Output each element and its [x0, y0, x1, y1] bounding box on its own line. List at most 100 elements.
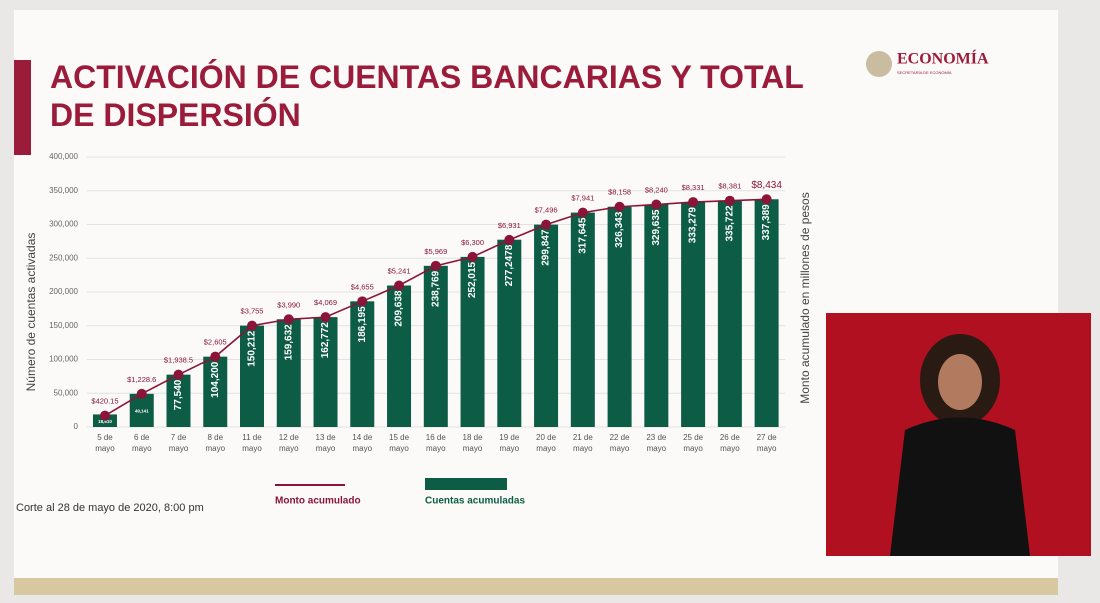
logo-subtitle: SECRETARÍA DE ECONOMÍA — [897, 70, 952, 75]
title-box: ACTIVACIÓN DE CUENTAS BANCARIAS Y TOTAL … — [50, 59, 804, 133]
line-point — [541, 219, 552, 230]
bar — [497, 239, 522, 427]
line-point — [467, 251, 478, 262]
line-value-label: $1,938.5 — [164, 356, 193, 365]
line-point — [651, 199, 662, 210]
interpreter-body — [890, 417, 1030, 556]
bar-value-label: 77,540 — [173, 379, 184, 410]
footnote: Corte al 28 de mayo de 2020, 8:00 pm — [16, 502, 204, 514]
bar — [717, 200, 742, 427]
x-tick-label: 25 de mayo — [683, 433, 704, 453]
line-value-label: $8,331 — [682, 183, 705, 192]
bar-value-label: 150,212 — [247, 330, 258, 367]
y-tick-label: 200,000 — [49, 287, 78, 296]
y-tick-label: 400,000 — [49, 152, 78, 161]
y-tick-label: 0 — [74, 422, 79, 431]
bar — [240, 325, 265, 427]
bar-value-label: 326,343 — [614, 211, 625, 248]
line-point — [247, 320, 258, 331]
logo-emblem — [866, 51, 892, 77]
x-tick-label: 14 de mayo — [352, 433, 373, 453]
x-tick-label: 13 de mayo — [316, 433, 337, 453]
bar-value-label: 104,200 — [210, 361, 221, 398]
legend-swatch — [425, 478, 507, 490]
line-value-label: $8,434 — [751, 180, 782, 191]
bar-value-label: 159,632 — [283, 324, 294, 361]
bar — [276, 319, 301, 427]
bar — [570, 212, 595, 427]
bar — [460, 256, 485, 427]
x-tick-label: 15 de mayo — [389, 433, 410, 453]
y2-axis-label: Monto acumulado en millones de pesos — [798, 192, 812, 403]
title-accent — [14, 60, 31, 155]
chart-title: ACTIVACIÓN DE CUENTAS BANCARIAS Y TOTAL … — [50, 59, 804, 133]
interpreter-face — [938, 354, 982, 410]
bar — [203, 356, 228, 427]
x-tick-label: 16 de mayo — [426, 433, 447, 453]
line-point — [320, 312, 331, 323]
x-tick-label: 27 de mayo — [757, 433, 778, 453]
x-tick-label: 8 de mayo — [205, 433, 225, 453]
line-point — [577, 207, 588, 218]
line-point — [504, 234, 515, 245]
line-value-label: $7,941 — [571, 194, 594, 203]
x-tick-label: 11 de mayo — [242, 433, 262, 453]
x-tick-label: 21 de mayo — [573, 433, 594, 453]
legend-label: Monto acumulado — [275, 496, 361, 507]
y-tick-label: 250,000 — [49, 253, 78, 262]
bar — [423, 265, 448, 427]
line-value-label: $3,990 — [277, 300, 300, 309]
x-tick-label: 19 de mayo — [499, 433, 520, 453]
bar-value-label: 209,638 — [394, 290, 405, 327]
bar-value-label: 299,847 — [541, 229, 552, 266]
line-value-label: $6,931 — [498, 221, 521, 230]
bar — [313, 317, 338, 427]
bar-value-label: 333,279 — [688, 207, 699, 244]
bar — [534, 224, 559, 427]
line-value-label: $1,228.6 — [127, 375, 156, 384]
x-tick-label: 22 de mayo — [610, 433, 631, 453]
bar — [681, 202, 706, 427]
bar-value-label: 162,772 — [320, 322, 331, 359]
bar — [607, 206, 632, 427]
line-point — [210, 351, 221, 362]
bar — [754, 199, 779, 427]
bar — [166, 374, 191, 427]
x-tick-label: 26 de mayo — [720, 433, 741, 453]
bar-value-label: 277,2478 — [504, 244, 515, 286]
bar-value-label: 49,141 — [135, 409, 149, 414]
bar — [644, 204, 669, 427]
y-tick-label: 100,000 — [49, 355, 78, 364]
bar-value-label: 329,635 — [651, 209, 662, 246]
bar-value-label: 186,195 — [357, 306, 368, 343]
y-tick-label: 300,000 — [49, 220, 78, 229]
line-value-label: $8,381 — [718, 182, 741, 191]
bottom-strip — [14, 578, 1058, 595]
x-tick-label: 6 de mayo — [132, 433, 152, 453]
y-axis-label: Número de cuentas activadas — [24, 233, 38, 392]
line-value-label: $420.15 — [91, 397, 118, 406]
line-point — [761, 194, 772, 205]
line-point — [688, 197, 699, 208]
x-tick-label: 18 de mayo — [463, 433, 484, 453]
y-tick-label: 50,000 — [54, 388, 79, 397]
x-tick-label: 7 de mayo — [169, 433, 189, 453]
bar-value-label: 18,610 — [98, 419, 112, 424]
line-value-label: $6,300 — [461, 238, 484, 247]
line-point — [357, 296, 368, 307]
line-value-label: $2,605 — [204, 338, 227, 347]
line-point — [430, 260, 441, 271]
logo-title: ECONOMÍA — [897, 49, 989, 68]
bar-value-label: 317,645 — [577, 217, 588, 254]
bar-value-label: 238,769 — [430, 270, 441, 307]
legend-label: Cuentas acumuladas — [425, 496, 525, 507]
x-tick-label: 23 de mayo — [646, 433, 667, 453]
line-point — [283, 314, 294, 325]
line-value-label: $3,755 — [241, 307, 264, 316]
x-tick-label: 5 de mayo — [95, 433, 115, 453]
y-tick-label: 350,000 — [49, 186, 78, 195]
line-value-label: $4,069 — [314, 298, 337, 307]
line-point — [173, 369, 184, 380]
